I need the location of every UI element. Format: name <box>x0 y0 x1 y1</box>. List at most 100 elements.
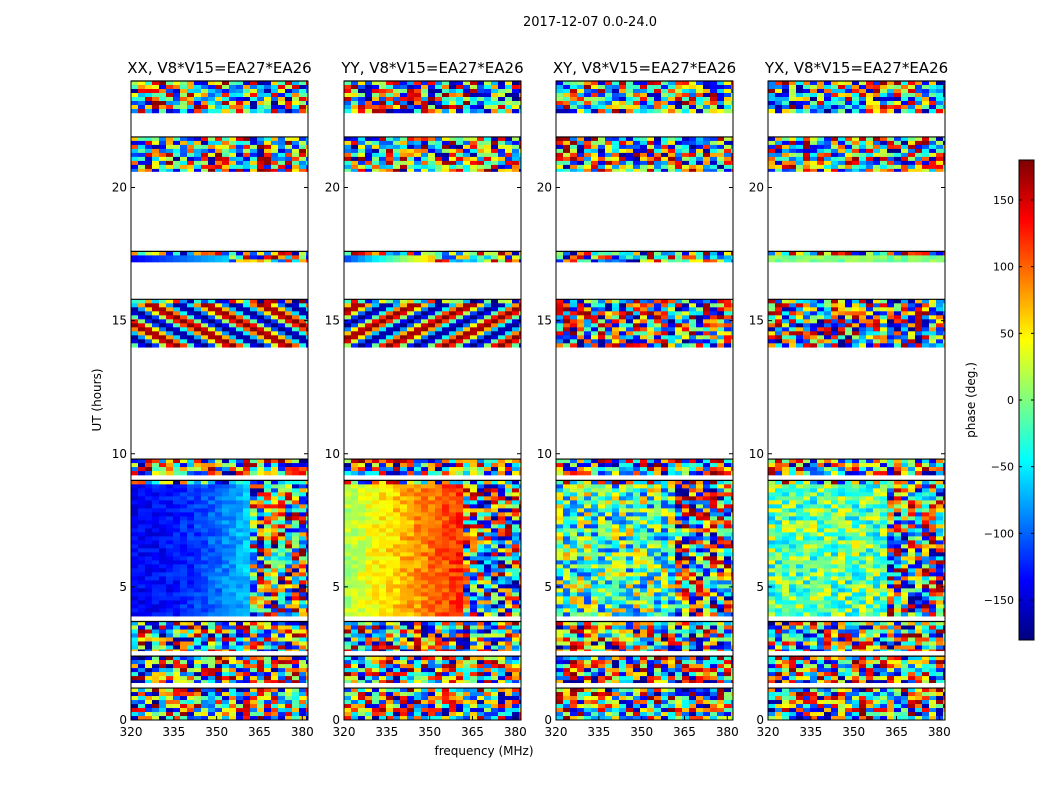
heatmap-cell <box>264 303 272 308</box>
heatmap-cell <box>208 136 216 142</box>
heatmap-cell <box>491 708 499 713</box>
heatmap-cell <box>131 105 139 110</box>
heatmap-cell <box>278 335 286 340</box>
heatmap-cell <box>358 101 366 106</box>
heatmap-cell <box>138 676 146 681</box>
heatmap-cell <box>194 335 202 340</box>
heatmap-cell <box>131 672 139 677</box>
heatmap-cell <box>278 327 286 332</box>
heatmap-cell <box>407 536 415 541</box>
heatmap-cell <box>498 319 506 324</box>
heatmap-cell <box>208 164 216 170</box>
heatmap-cell <box>463 645 471 650</box>
heatmap-cell <box>344 621 352 626</box>
heatmap-cell <box>285 459 293 464</box>
heatmap-cell <box>512 564 520 569</box>
heatmap-cell <box>456 664 464 669</box>
heatmap-cell <box>278 156 286 162</box>
heatmap-cell <box>456 704 464 709</box>
heatmap-cell <box>299 331 307 336</box>
heatmap-cell <box>463 629 471 634</box>
heatmap-cell <box>229 629 237 634</box>
heatmap-cell <box>400 633 408 638</box>
heatmap-cell <box>271 608 279 613</box>
heatmap-cell <box>505 580 513 585</box>
heatmap-cell <box>208 303 216 308</box>
heatmap-cell <box>159 105 167 110</box>
heatmap-cell <box>215 488 223 493</box>
heatmap-cell <box>250 339 258 344</box>
heatmap-cell <box>351 580 359 585</box>
heatmap-cell <box>442 97 450 102</box>
heatmap-cell <box>428 604 436 609</box>
heatmap-cell <box>421 596 429 601</box>
heatmap-cell <box>358 592 366 597</box>
heatmap-cell <box>173 668 181 673</box>
heatmap-cell <box>372 633 380 638</box>
heatmap-cell <box>344 156 352 162</box>
heatmap-cell <box>166 315 174 320</box>
heatmap-cell <box>152 339 160 344</box>
heatmap-cell <box>131 339 139 344</box>
heatmap-cell <box>201 136 209 142</box>
heatmap-cell <box>264 584 272 589</box>
heatmap-cell <box>484 484 492 489</box>
heatmap-cell <box>470 688 478 693</box>
heatmap-cell <box>365 500 373 505</box>
heatmap-cell <box>351 520 359 525</box>
heatmap-cell <box>344 528 352 533</box>
heatmap-cell <box>351 660 359 665</box>
heatmap-cell <box>379 645 387 650</box>
heatmap-cell <box>498 97 506 102</box>
heatmap-cell <box>215 528 223 533</box>
heatmap-cell <box>351 335 359 340</box>
heatmap-cell <box>505 633 513 638</box>
heatmap-cell <box>159 641 167 646</box>
heatmap-cell <box>159 676 167 681</box>
heatmap-cell <box>306 548 309 553</box>
heatmap-cell <box>505 136 513 142</box>
heatmap-cell <box>519 168 522 172</box>
heatmap-cell <box>372 136 380 142</box>
heatmap-cell <box>414 641 422 646</box>
heatmap-cell <box>470 716 478 721</box>
heatmap-cell <box>292 645 300 650</box>
heatmap-cell <box>414 311 422 316</box>
heatmap-cell <box>358 504 366 509</box>
heatmap-cell <box>477 101 485 106</box>
heatmap-cell <box>208 109 216 114</box>
heatmap-cell <box>278 556 286 561</box>
heatmap-cell <box>414 89 422 94</box>
heatmap-cell <box>131 140 139 146</box>
heatmap-cell <box>400 148 408 154</box>
heatmap-cell <box>257 668 265 673</box>
heatmap-cell <box>358 668 366 673</box>
heatmap-cell <box>278 480 286 485</box>
heatmap-cell <box>393 645 401 650</box>
heatmap-cell <box>236 656 244 661</box>
heatmap-cell <box>498 255 506 260</box>
heatmap-cell <box>236 152 244 158</box>
heatmap-cell <box>407 660 415 665</box>
heatmap-cell <box>173 641 181 646</box>
heatmap-cell <box>250 716 258 721</box>
heatmap-cell <box>484 315 492 320</box>
heatmap-cell <box>512 109 520 114</box>
heatmap-cell <box>257 520 265 525</box>
heatmap-cell <box>229 343 237 348</box>
heatmap-cell <box>229 621 237 626</box>
heatmap-cell <box>201 544 209 549</box>
heatmap-cell <box>131 524 139 529</box>
heatmap-cell <box>250 255 258 260</box>
heatmap-cell <box>292 109 300 114</box>
heatmap-cell <box>173 708 181 713</box>
heatmap-cell <box>491 251 499 256</box>
heatmap-cell <box>201 548 209 553</box>
heatmap-cell <box>250 303 258 308</box>
heatmap-cell <box>414 625 422 630</box>
heatmap-cell <box>208 156 216 162</box>
heatmap-cell <box>159 672 167 677</box>
heatmap-cell <box>222 109 230 114</box>
heatmap-cell <box>180 625 188 630</box>
heatmap-cell <box>229 712 237 717</box>
